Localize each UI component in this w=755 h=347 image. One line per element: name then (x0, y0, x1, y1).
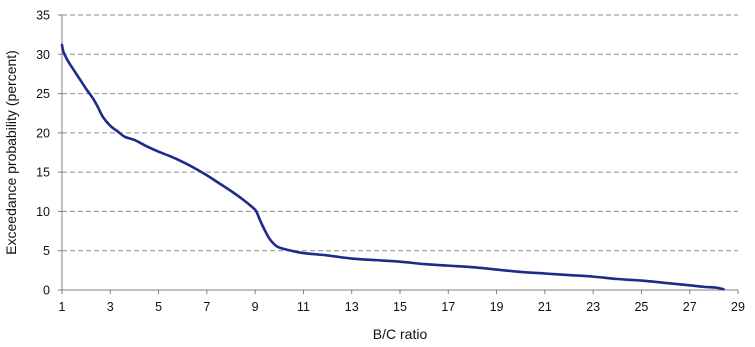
x-tick-label-17: 17 (441, 300, 455, 314)
x-tick-label-13: 13 (345, 300, 359, 314)
y-tick-label-15: 15 (36, 166, 50, 180)
axes (58, 14, 739, 294)
series-line-0 (60, 43, 725, 291)
x-tick-label-3: 3 (107, 300, 114, 314)
y-tick-label-10: 10 (36, 205, 50, 219)
y-tick-label-5: 5 (43, 244, 50, 258)
y-axis-title: Exceedance probability (percent) (3, 50, 19, 255)
grid-lines (62, 14, 738, 252)
x-tick-label-7: 7 (203, 300, 210, 314)
y-tick-label-35: 35 (36, 9, 50, 23)
x-tick-label-25: 25 (634, 300, 648, 314)
x-tick-label-5: 5 (155, 300, 162, 314)
y-tick-label-30: 30 (36, 48, 50, 62)
x-tick-label-19: 19 (490, 300, 504, 314)
y-tick-label-25: 25 (36, 87, 50, 101)
series-layer (60, 43, 725, 291)
x-tick-label-29: 29 (731, 300, 745, 314)
x-tick-label-23: 23 (586, 300, 600, 314)
x-tick-label-9: 9 (252, 300, 259, 314)
x-tick-label-15: 15 (393, 300, 407, 314)
x-axis-title: B/C ratio (373, 326, 428, 342)
y-tick-label-20: 20 (36, 126, 50, 140)
x-tick-label-21: 21 (538, 300, 552, 314)
x-tick-label-11: 11 (297, 300, 310, 314)
y-tick-label-0: 0 (43, 284, 50, 298)
x-tick-label-1: 1 (59, 300, 66, 314)
x-tick-label-27: 27 (683, 300, 697, 314)
